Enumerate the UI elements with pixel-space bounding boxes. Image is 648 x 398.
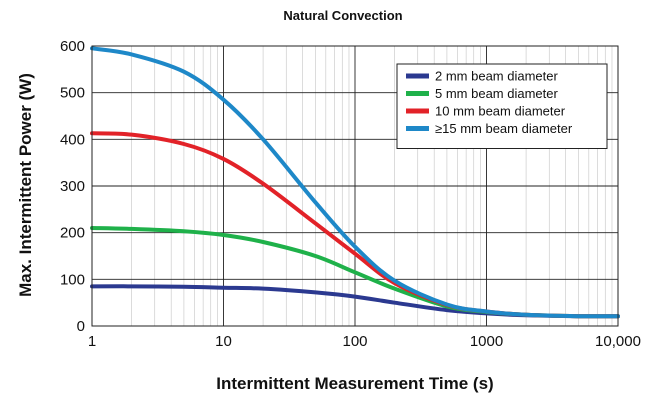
legend-entry-label: 2 mm beam diameter — [435, 69, 558, 84]
x-tick-label: 10,000 — [595, 333, 641, 350]
y-tick-label: 400 — [60, 131, 85, 148]
legend-entry-label: 5 mm beam diameter — [435, 86, 558, 101]
chart-title: Natural Convection — [283, 8, 402, 23]
legend-box — [396, 63, 608, 149]
y-tick-label: 100 — [60, 271, 85, 288]
legend-entry-label: 10 mm beam diameter — [435, 104, 566, 119]
x-tick-label: 1000 — [470, 333, 503, 350]
series-line — [90, 46, 620, 319]
plot-frame — [91, 45, 619, 327]
y-tick-label: 200 — [60, 225, 85, 242]
y-tick-label: 600 — [60, 38, 85, 55]
legend-entry-label: ≥15 mm beam diameter — [435, 121, 573, 136]
x-axis-label: Intermittent Measurement Time (s) — [216, 374, 493, 393]
x-tick-label: 100 — [342, 333, 367, 350]
tick-labels: 1 10 100 1000 10,000 0 100 200 300 400 500 600 — [60, 38, 641, 350]
x-tick-label: 1 — [88, 333, 96, 350]
legend: 2 mm beam diameter 5 mm beam diameter 10 m… — [396, 63, 608, 149]
y-tick-label: 300 — [60, 178, 85, 195]
y-tick-label: 0 — [77, 318, 85, 335]
x-tick-label: 10 — [215, 333, 232, 350]
y-tick-label: 500 — [60, 85, 85, 102]
series-layer — [90, 46, 620, 319]
y-axis-label: Max. Intermittent Power (W) — [16, 73, 35, 297]
